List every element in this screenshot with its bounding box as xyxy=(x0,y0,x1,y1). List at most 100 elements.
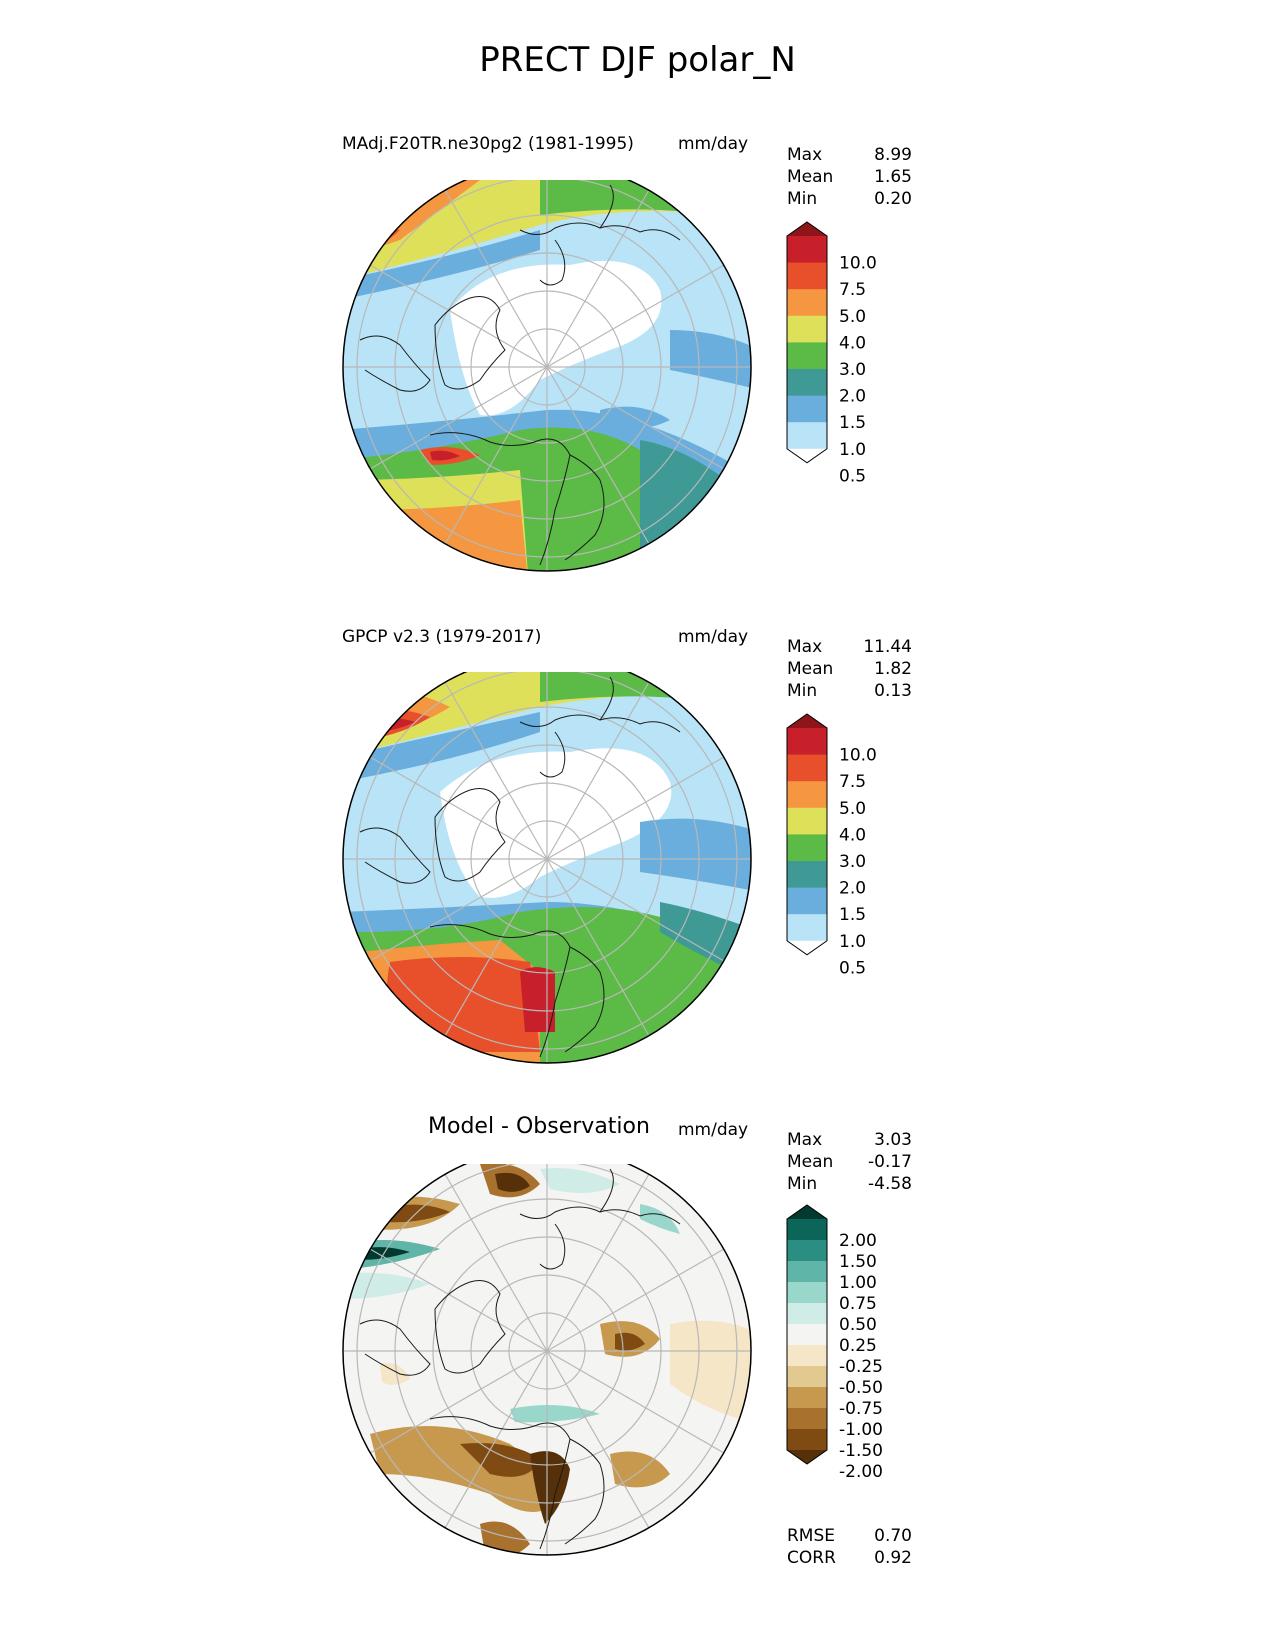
colorbar-segment xyxy=(787,1387,827,1409)
stat-min-label: Min xyxy=(787,189,818,209)
colorbar-tick-label: 2.0 xyxy=(839,387,866,407)
colorbar-segment xyxy=(787,1282,827,1304)
colorbar-extend-top xyxy=(787,1205,827,1219)
colorbar-tick-label: 1.00 xyxy=(839,1273,877,1293)
colorbar-extend-bottom xyxy=(787,1450,827,1464)
stat-min-value: -4.58 xyxy=(868,1174,912,1194)
stat-mean-label: Mean xyxy=(787,167,834,187)
colorbar-tick-label: 1.50 xyxy=(839,1252,877,1272)
model-polar-map xyxy=(342,180,752,572)
colorbar-segment xyxy=(787,834,827,862)
colorbar-tick-label: 4.0 xyxy=(839,825,866,845)
obs-map-rim xyxy=(342,672,752,1064)
colorbar-outline xyxy=(786,1204,828,1465)
colorbar-segment xyxy=(787,342,827,370)
colorbar-segment xyxy=(787,728,827,756)
stat-min-value: 0.13 xyxy=(874,681,912,701)
colorbar-segment xyxy=(787,422,827,450)
colorbar-tick-label: 0.5 xyxy=(839,466,866,486)
colorbar-extend-bottom xyxy=(787,940,827,955)
stat-max-value: 8.99 xyxy=(874,145,912,165)
model-units-label: mm/day xyxy=(678,134,749,154)
colorbar-segment xyxy=(787,289,827,317)
colorbar-segment xyxy=(787,914,827,942)
model-stats: Max 8.99 Mean 1.65 Min 0.20 xyxy=(787,144,912,210)
stat-min-label: Min xyxy=(787,1174,818,1194)
colorbar-tick-label: 2.0 xyxy=(839,879,866,899)
stat-max-label: Max xyxy=(787,1130,823,1150)
diff-units-label: mm/day xyxy=(678,1120,749,1140)
stat-max-label: Max xyxy=(787,637,823,657)
colorbar-tick-label: -2.00 xyxy=(839,1462,883,1482)
colorbar-segment xyxy=(787,236,827,264)
stat-mean-label: Mean xyxy=(787,659,834,679)
colorbar-tick-label: 1.0 xyxy=(839,440,866,460)
colorbar-segment xyxy=(787,315,827,343)
colorbar-tick-label: 1.5 xyxy=(839,413,866,433)
colorbar-tick-label: -0.50 xyxy=(839,1378,883,1398)
colorbar-outline xyxy=(786,221,828,464)
colorbar-tick-label: 7.5 xyxy=(839,772,866,792)
colorbar-tick-label: -1.50 xyxy=(839,1441,883,1461)
colorbar-segment xyxy=(787,395,827,423)
colorbar-tick-label: 5.0 xyxy=(839,799,866,819)
colorbar-segment xyxy=(787,754,827,782)
colorbar-extend-bottom xyxy=(787,448,827,463)
colorbar-tick-label: 4.0 xyxy=(839,333,866,353)
colorbar-tick-label: 0.50 xyxy=(839,1315,877,1335)
colorbar-tick-label: 3.0 xyxy=(839,360,866,380)
colorbar-tick-label: -0.25 xyxy=(839,1357,883,1377)
colorbar-tick-label: 0.25 xyxy=(839,1336,877,1356)
diff-metrics: RMSE 0.70 CORR 0.92 xyxy=(787,1525,912,1569)
stat-max-label: Max xyxy=(787,145,823,165)
colorbar-segment xyxy=(787,369,827,397)
rmse-label: RMSE xyxy=(787,1526,836,1546)
diff-stats: Max 3.03 Mean -0.17 Min -4.58 xyxy=(787,1129,912,1195)
colorbar-segment xyxy=(787,887,827,915)
rmse-value: 0.70 xyxy=(874,1526,912,1546)
colorbar-segment xyxy=(787,807,827,835)
stat-max-value: 11.44 xyxy=(863,637,912,657)
obs-colorbar: 10.0 7.5 5.0 4.0 3.0 2.0 1.5 1.0 0.5 xyxy=(786,713,877,978)
model-coastlines xyxy=(359,184,681,566)
diff-graticule xyxy=(343,1164,751,1555)
corr-value: 0.92 xyxy=(874,1548,912,1568)
colorbar-tick-label: 1.0 xyxy=(839,932,866,952)
colorbar-segment xyxy=(787,781,827,809)
colorbar-segment xyxy=(787,1408,827,1430)
colorbar-segment xyxy=(787,1429,827,1451)
colorbar-tick-label: 5.0 xyxy=(839,307,866,327)
model-map-rim xyxy=(342,180,752,572)
diff-polar-map xyxy=(342,1164,752,1556)
diff-colorbar: 2.001.501.000.750.500.25-0.25-0.50-0.75-… xyxy=(786,1204,883,1482)
stat-mean-label: Mean xyxy=(787,1152,834,1172)
colorbar-segment xyxy=(787,1219,827,1241)
stat-mean-value: 1.82 xyxy=(874,659,912,679)
obs-units-label: mm/day xyxy=(678,627,749,647)
colorbar-segment xyxy=(787,1240,827,1262)
colorbar-segment xyxy=(787,861,827,889)
colorbar-tick-label: -0.75 xyxy=(839,1399,883,1419)
diff-panel-title: Model - Observation xyxy=(428,1114,650,1139)
corr-label: CORR xyxy=(787,1548,836,1568)
colorbar-tick-label: 10.0 xyxy=(839,746,877,766)
colorbar-tick-label: -1.00 xyxy=(839,1420,883,1440)
colorbar-segment xyxy=(787,1345,827,1367)
colorbar-segment xyxy=(787,1366,827,1388)
obs-panel-title: GPCP v2.3 (1979-2017) xyxy=(342,627,542,647)
obs-coastlines xyxy=(359,676,681,1058)
model-panel-title: MAdj.F20TR.ne30pg2 (1981-1995) xyxy=(342,134,634,154)
colorbar-tick-label: 10.0 xyxy=(839,254,877,274)
stat-min-value: 0.20 xyxy=(874,189,912,209)
colorbar-segment xyxy=(787,262,827,290)
obs-polar-map xyxy=(342,672,752,1064)
colorbar-segment xyxy=(787,1324,827,1346)
colorbar-tick-label: 1.5 xyxy=(839,905,866,925)
diff-coastlines xyxy=(359,1168,681,1550)
colorbar-tick-label: 3.0 xyxy=(839,852,866,872)
model-colorbar: 10.0 7.5 5.0 4.0 3.0 2.0 1.5 1.0 0.5 xyxy=(786,221,877,486)
colorbar-tick-label: 0.5 xyxy=(839,958,866,978)
stat-max-value: 3.03 xyxy=(874,1130,912,1150)
colorbar-tick-label: 0.75 xyxy=(839,1294,877,1314)
obs-graticule xyxy=(343,672,751,1063)
